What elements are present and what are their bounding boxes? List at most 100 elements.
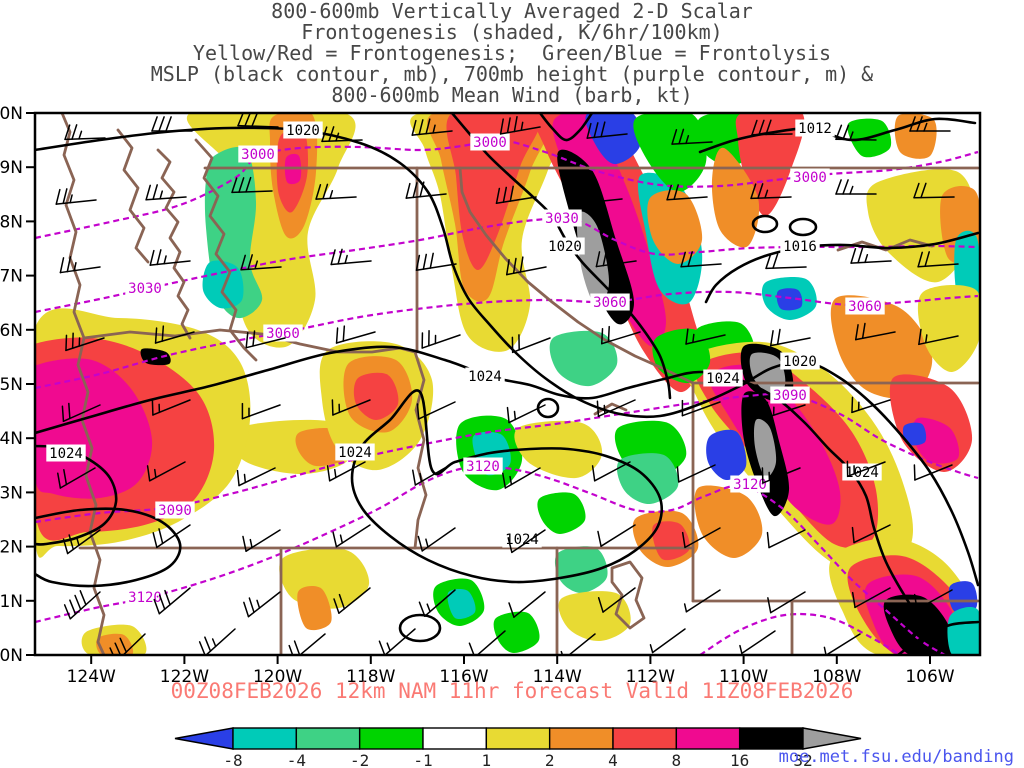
contour-label-box — [155, 501, 195, 519]
contour-label-box — [770, 386, 810, 404]
contour-label-box — [46, 444, 86, 462]
colorbar-segment — [422, 727, 488, 750]
credit-url[interactable]: moe.met.fsu.edu/banding — [778, 747, 1014, 767]
contour-label: 1024 — [505, 532, 539, 548]
lat-tick-label: 45N — [0, 375, 23, 395]
lon-tick-label: 110W — [719, 667, 768, 687]
contour-label-box — [795, 119, 835, 137]
title-line-5: 800-600mb Mean Wind (barb, kt) — [331, 83, 693, 107]
colorbar-segment — [295, 727, 361, 750]
contour-label: 3030 — [545, 211, 579, 227]
contour-label: 3120 — [466, 459, 500, 475]
lon-tick-label: 124W — [67, 667, 116, 687]
contour-label-box — [463, 457, 503, 475]
contour-label-box — [263, 324, 303, 342]
contour-label: 3060 — [593, 295, 627, 311]
colorbar-tick-label: 8 — [672, 751, 682, 768]
axis-labels: 50N 49N 48N 47N 46N 45N 44N 43N 42N 41N 40N 124W 122… — [0, 104, 955, 687]
contour-label-box — [470, 133, 510, 151]
contour-label-box — [502, 530, 542, 548]
contour-label-box — [790, 168, 830, 186]
contour-labels: 1020 1012 1016 1020 1020 1024 1024 1024 1024 1024… — [46, 119, 885, 606]
contour-label: 3060 — [266, 326, 300, 342]
contour-label: 1012 — [798, 121, 832, 137]
contour-label: 1024 — [706, 371, 740, 387]
colorbar-tick-label: -1 — [413, 751, 432, 768]
contour-label-box — [283, 121, 323, 139]
wind-barbs — [55, 113, 959, 655]
lat-tick-label: 40N — [0, 646, 23, 666]
contour-label: 3090 — [773, 388, 807, 404]
colorbar-tick-label: -4 — [287, 751, 306, 768]
colorbar-segment — [485, 727, 551, 750]
contour-label-box — [780, 352, 820, 370]
contour-label-box — [465, 367, 505, 385]
title-line-1: 800-600mb Vertically Averaged 2-D Scalar — [271, 0, 753, 23]
contour-label: 1024 — [845, 465, 879, 481]
lat-tick-label: 46N — [0, 321, 23, 341]
colorbar-tick-label: 4 — [608, 751, 618, 768]
contour-label: 1024 — [468, 369, 502, 385]
lat-tick-label: 43N — [0, 483, 23, 503]
lon-tick-label: 108W — [812, 667, 861, 687]
contour-label: 1020 — [548, 239, 582, 255]
colorbar-tick-label: 1 — [482, 751, 492, 768]
contour-label: 1024 — [49, 446, 83, 462]
contour-label: 1020 — [286, 123, 320, 139]
lat-tick-label: 41N — [0, 592, 23, 612]
colorbar-tick-label: -8 — [223, 751, 242, 768]
contour-label-box — [730, 475, 770, 493]
lat-tick-label: 50N — [0, 104, 23, 124]
contour-label: 3120 — [128, 590, 162, 606]
contour-label: 3000 — [793, 170, 827, 186]
contour-label: 3060 — [848, 299, 882, 315]
lon-tick-label: 106W — [905, 667, 954, 687]
lon-tick-label: 122W — [160, 667, 209, 687]
lon-tick-label: 116W — [439, 667, 488, 687]
contour-label: 3000 — [473, 135, 507, 151]
contour-label: 3120 — [733, 477, 767, 493]
colorbar-segment — [612, 727, 678, 750]
title-line-2: Frontogenesis (shaded, K/6hr/100km) — [301, 20, 723, 44]
colorbar-segment — [738, 727, 804, 750]
map-layers: 1020 1012 1016 1020 1020 1024 1024 1024 1024 1024… — [35, 113, 980, 655]
chart-title-block: 800-600mb Vertically Averaged 2-D Scalar… — [0, 1, 1024, 106]
colorbar-segment — [548, 727, 614, 750]
lon-tick-label: 112W — [626, 667, 675, 687]
lon-tick-label: 114W — [533, 667, 582, 687]
colorbar-tick-label: 16 — [730, 751, 749, 768]
contour-label: 3030 — [128, 281, 162, 297]
contour-label-box — [542, 209, 582, 227]
colorbar-tick-label: 32 — [793, 751, 812, 768]
contour-label-box — [335, 443, 375, 461]
colorbar: -8 -4 -2 -1 1 2 4 8 16 32 — [174, 727, 862, 768]
contour-label-box — [703, 369, 743, 387]
contour-label-box — [590, 293, 630, 311]
contour-label-box — [238, 145, 278, 163]
title-line-4: MSLP (black contour, mb), 700mb height (… — [150, 62, 874, 86]
contour-label-box — [845, 297, 885, 315]
colorbar-tick-label: 2 — [545, 751, 555, 768]
contour-label: 1020 — [783, 354, 817, 370]
contour-label-box — [780, 237, 820, 255]
colorbar-segment — [675, 727, 741, 750]
colorbar-above-arrow — [802, 727, 862, 750]
lat-tick-label: 44N — [0, 429, 23, 449]
lon-tick-label: 120W — [253, 667, 302, 687]
colorbar-segment — [358, 727, 424, 750]
lat-tick-label: 42N — [0, 538, 23, 558]
lat-tick-label: 49N — [0, 158, 23, 178]
contour-label: 1016 — [783, 239, 817, 255]
lon-tick-label: 118W — [346, 667, 395, 687]
contour-label-box — [125, 279, 165, 297]
colorbar-segment — [232, 727, 298, 750]
colorbar-tick-label: -2 — [350, 751, 369, 768]
colorbar-below-arrow — [174, 727, 234, 750]
lat-tick-label: 48N — [0, 212, 23, 232]
lat-tick-label: 47N — [0, 267, 23, 287]
frontogenesis-shading — [35, 113, 980, 655]
title-line-3: Yellow/Red = Frontogenesis; Green/Blue =… — [192, 41, 832, 65]
contour-label: 3000 — [241, 147, 275, 163]
